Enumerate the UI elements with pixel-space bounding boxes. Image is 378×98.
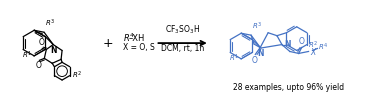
Text: O: O <box>299 37 305 46</box>
Text: CF$_3$SO$_3$H: CF$_3$SO$_3$H <box>165 24 200 36</box>
Text: N: N <box>50 46 56 55</box>
Text: 28 examples, upto 96% yield: 28 examples, upto 96% yield <box>233 83 344 92</box>
Text: N: N <box>257 49 263 58</box>
Text: $\mathit{R}^{2}$: $\mathit{R}^{2}$ <box>72 70 82 81</box>
Text: $\mathit{R}^{4}$: $\mathit{R}^{4}$ <box>318 42 328 53</box>
Text: O: O <box>36 61 41 70</box>
Text: $\mathit{R}^{4}$: $\mathit{R}^{4}$ <box>123 32 135 44</box>
Text: N: N <box>284 40 290 49</box>
Text: $\mathit{R}^{1}$: $\mathit{R}^{1}$ <box>22 49 32 61</box>
Text: –XH: –XH <box>129 34 145 43</box>
Text: $\mathit{R}^{2}$: $\mathit{R}^{2}$ <box>308 40 318 51</box>
Text: O: O <box>39 38 44 47</box>
Text: +: + <box>103 37 113 50</box>
Text: $\mathit{R}^{1}$: $\mathit{R}^{1}$ <box>229 52 239 64</box>
Text: $\mathit{R}^{3}$: $\mathit{R}^{3}$ <box>252 21 262 32</box>
Text: $X$: $X$ <box>310 46 317 57</box>
Text: X = O, S: X = O, S <box>123 43 155 52</box>
Text: O: O <box>251 56 257 65</box>
Text: DCM, rt, 1h: DCM, rt, 1h <box>161 44 204 53</box>
Text: $\mathit{R}^{3}$: $\mathit{R}^{3}$ <box>45 18 55 29</box>
